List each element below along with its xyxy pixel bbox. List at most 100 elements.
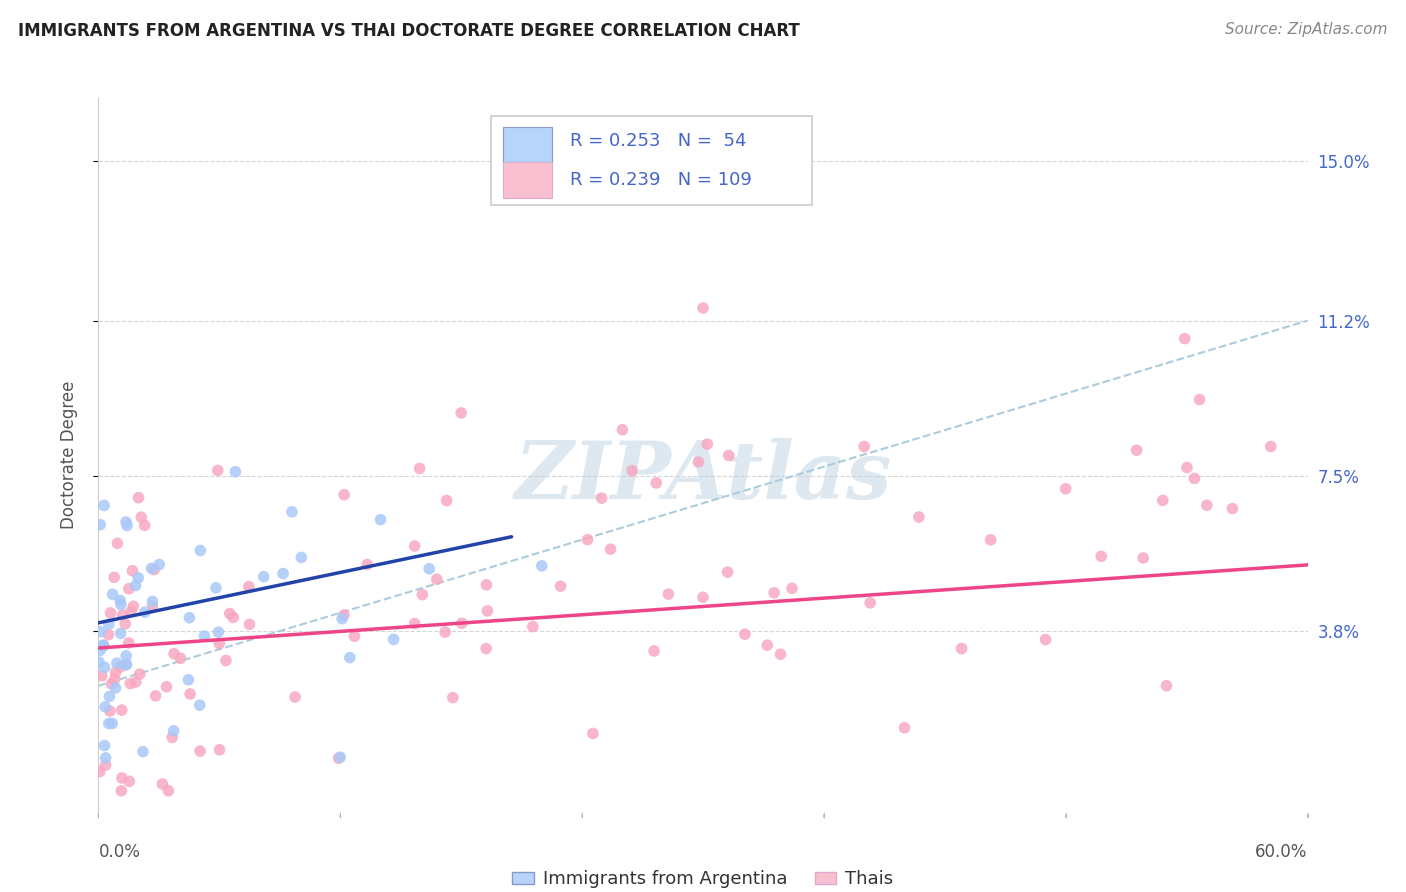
Point [756, 638, 779, 652]
Point [160, 731, 183, 745]
Point [434, 625, 457, 640]
Point [477, 604, 499, 618]
Point [328, 751, 350, 765]
Point [582, 726, 605, 740]
Point [893, 721, 915, 735]
Point [1132, 551, 1154, 566]
Point [408, 461, 430, 475]
Point [576, 533, 599, 547]
Point [110, 783, 132, 797]
Point [980, 533, 1002, 547]
Point [591, 491, 613, 505]
Point [411, 588, 433, 602]
Point [163, 723, 186, 738]
Point [370, 513, 392, 527]
Point [152, 777, 174, 791]
Point [441, 690, 464, 705]
Point [115, 648, 138, 663]
Point [115, 515, 138, 529]
Point [121, 564, 143, 578]
Point [450, 406, 472, 420]
Point [93, 499, 115, 513]
Point [1125, 443, 1147, 458]
Point [1152, 493, 1174, 508]
Point [426, 572, 449, 586]
Point [717, 449, 740, 463]
Point [124, 578, 146, 592]
Point [120, 676, 142, 690]
Point [657, 587, 679, 601]
Point [612, 423, 634, 437]
Point [93, 639, 115, 653]
Text: IMMIGRANTS FROM ARGENTINA VS THAI DOCTORATE DEGREE CORRELATION CHART: IMMIGRANTS FROM ARGENTINA VS THAI DOCTOR… [18, 22, 800, 40]
Point [238, 580, 260, 594]
Point [382, 632, 405, 647]
Point [475, 578, 498, 592]
Y-axis label: Doctorate Degree: Doctorate Degree [59, 381, 77, 529]
Point [621, 464, 644, 478]
Point [110, 593, 132, 607]
Point [716, 565, 738, 579]
Point [100, 606, 122, 620]
Point [734, 627, 756, 641]
Bar [503, 162, 551, 198]
Point [696, 437, 718, 451]
Point [205, 581, 228, 595]
Point [94, 699, 117, 714]
Point [101, 587, 124, 601]
Point [780, 582, 803, 596]
Point [692, 301, 714, 315]
Point [114, 616, 136, 631]
Point [127, 491, 149, 505]
Text: 0.0%: 0.0% [98, 843, 141, 861]
Point [1174, 332, 1197, 346]
Bar [503, 127, 551, 162]
Point [550, 579, 572, 593]
Point [1195, 498, 1218, 512]
Point [145, 689, 167, 703]
Point [908, 510, 931, 524]
Point [118, 774, 141, 789]
Point [179, 611, 201, 625]
Point [115, 657, 138, 672]
Point [169, 651, 191, 665]
Point [208, 743, 231, 757]
Legend: Immigrants from Argentina, Thais: Immigrants from Argentina, Thais [505, 863, 901, 892]
Point [950, 641, 973, 656]
Point [179, 687, 201, 701]
Point [118, 636, 141, 650]
Point [93, 660, 115, 674]
Point [193, 629, 215, 643]
Point [436, 493, 458, 508]
Point [207, 463, 229, 477]
Point [177, 673, 200, 687]
Point [89, 517, 111, 532]
FancyBboxPatch shape [492, 116, 811, 205]
Point [1175, 460, 1198, 475]
Point [688, 455, 710, 469]
Point [253, 570, 276, 584]
Point [599, 542, 621, 557]
Point [132, 745, 155, 759]
Point [1260, 440, 1282, 454]
Point [107, 536, 129, 550]
Point [141, 561, 163, 575]
Point [89, 624, 111, 639]
Point [122, 599, 145, 614]
Point [1090, 549, 1112, 564]
Point [290, 550, 312, 565]
Point [104, 665, 127, 680]
Point [238, 617, 260, 632]
Point [111, 771, 134, 785]
Point [87, 655, 110, 669]
Point [120, 605, 142, 619]
Point [1035, 632, 1057, 647]
Point [215, 653, 238, 667]
Text: R = 0.253   N =  54: R = 0.253 N = 54 [569, 132, 747, 150]
Point [522, 619, 544, 633]
Point [105, 656, 128, 670]
Point [339, 650, 361, 665]
Point [1222, 501, 1244, 516]
Point [89, 764, 111, 779]
Point [97, 617, 120, 632]
